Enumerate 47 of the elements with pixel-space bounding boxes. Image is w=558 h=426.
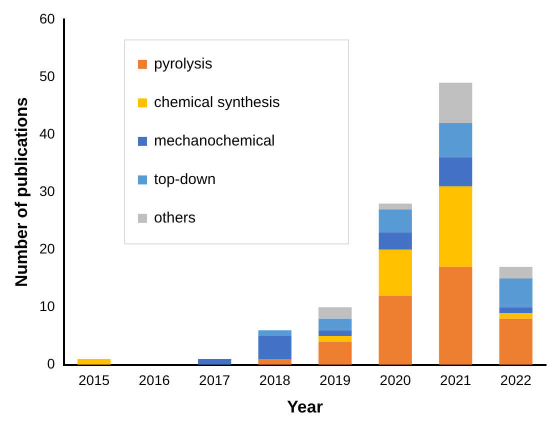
bar bbox=[318, 342, 352, 365]
x-tick-label: 2016 bbox=[138, 372, 170, 388]
bar bbox=[318, 307, 352, 319]
legend-label: others bbox=[154, 210, 196, 227]
legend-label: top-down bbox=[154, 171, 216, 188]
x-tick-label: 2020 bbox=[380, 372, 412, 388]
bar bbox=[499, 318, 532, 365]
bar bbox=[439, 158, 472, 186]
y-tick-label: 20 bbox=[39, 240, 56, 257]
bar bbox=[78, 359, 111, 365]
bar bbox=[378, 296, 412, 365]
legend-label: pyrolysis bbox=[154, 56, 212, 73]
x-axis-title: Year bbox=[287, 397, 324, 416]
x-tick-label: 2018 bbox=[259, 372, 291, 388]
bar bbox=[439, 186, 472, 267]
bar bbox=[378, 204, 412, 210]
y-tick-label: 50 bbox=[39, 68, 56, 84]
legend-label: chemical synthesis bbox=[154, 94, 280, 112]
bar bbox=[499, 307, 532, 313]
bar bbox=[378, 209, 412, 232]
bar bbox=[439, 266, 472, 365]
y-tick-label: 60 bbox=[39, 10, 56, 26]
bar bbox=[439, 82, 472, 124]
bar bbox=[499, 278, 532, 308]
bar bbox=[258, 330, 292, 336]
y-tick-label: 10 bbox=[39, 298, 56, 314]
bar bbox=[439, 123, 472, 158]
bar bbox=[378, 250, 412, 296]
bar bbox=[258, 336, 292, 360]
x-tick-label: 2015 bbox=[78, 372, 110, 388]
y-tick-label: 40 bbox=[39, 125, 56, 142]
bar bbox=[499, 312, 532, 319]
y-axis-title: Number of publications bbox=[12, 97, 31, 288]
bar bbox=[318, 336, 352, 342]
bar bbox=[258, 359, 292, 365]
bar bbox=[318, 318, 352, 330]
x-tick-label: 2017 bbox=[199, 372, 230, 388]
bar bbox=[378, 232, 412, 250]
x-tick-label: 2019 bbox=[320, 372, 351, 388]
x-tick-label: 2021 bbox=[440, 372, 472, 388]
x-tick-label: 2022 bbox=[500, 372, 532, 388]
legend-label: mechanochemical bbox=[154, 132, 275, 150]
y-tick-label: 30 bbox=[39, 182, 56, 199]
y-tick-label: 0 bbox=[47, 356, 56, 372]
bar bbox=[318, 330, 352, 336]
bar bbox=[499, 266, 532, 278]
bar bbox=[198, 359, 232, 365]
